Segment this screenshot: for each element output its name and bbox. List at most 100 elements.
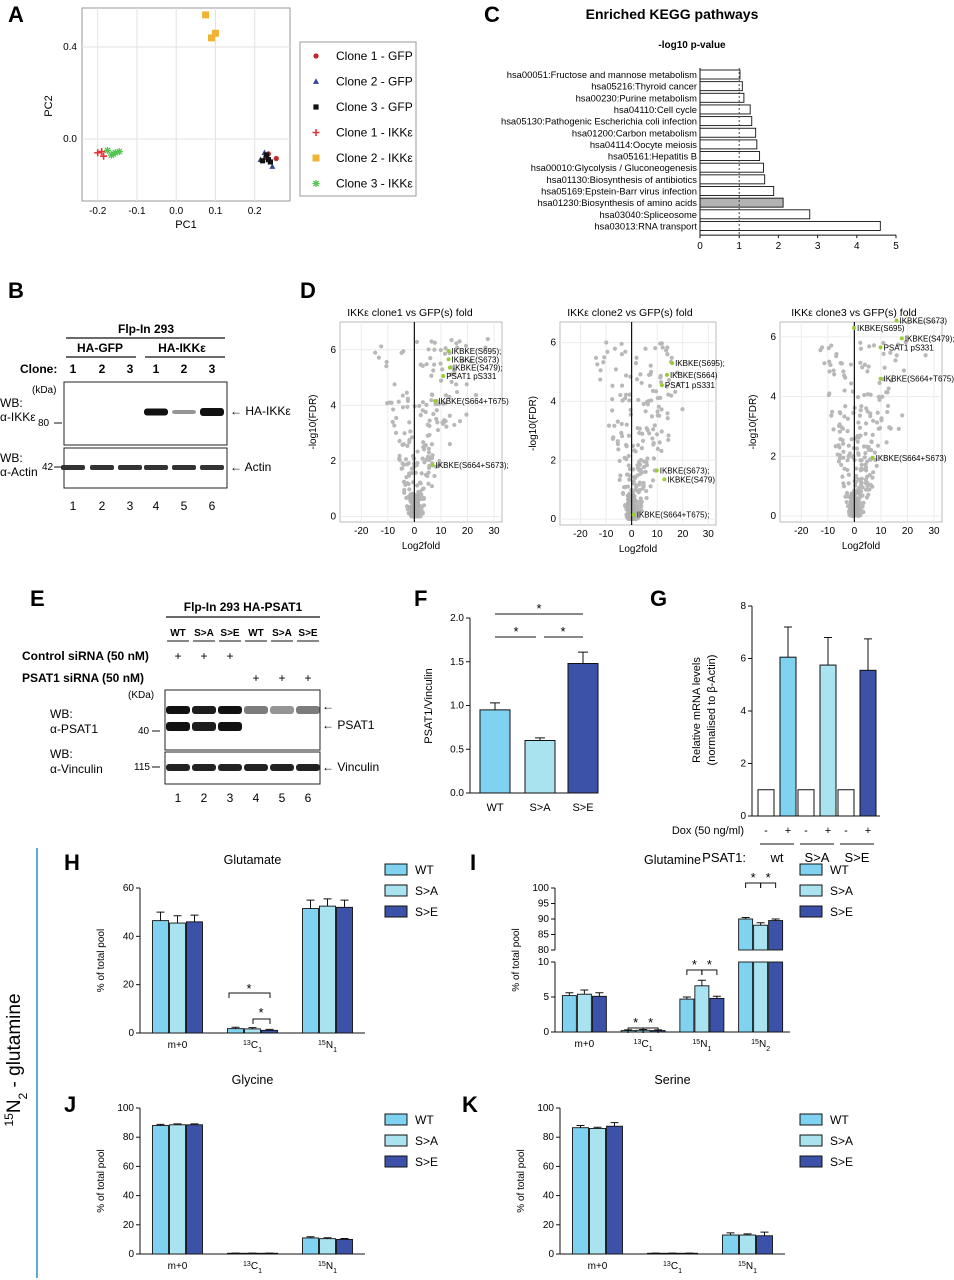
k-bar [739, 1234, 756, 1255]
i-error-bar [565, 992, 574, 996]
f-bar [479, 709, 511, 794]
volcano-point [598, 368, 603, 373]
volcano-point [889, 378, 894, 383]
j-ytick: 100 [117, 1103, 134, 1114]
volcano-point [434, 416, 439, 422]
b-kda: (kDa) [32, 385, 56, 396]
volcano-point [485, 336, 490, 342]
e-lane-number: 6 [305, 791, 312, 805]
volcano-point [856, 420, 861, 425]
legend-swatch [384, 1155, 408, 1168]
b-clone-number: 3 [209, 362, 216, 376]
volcano-point [884, 440, 889, 445]
panel-e-label: E [30, 586, 45, 611]
panel-c-label: C [484, 2, 500, 27]
pca-ytick: 0.0 [63, 134, 77, 145]
k-ytick: 20 [543, 1220, 555, 1231]
volcano-point [822, 361, 827, 366]
volcano-point [882, 365, 887, 370]
b-band-actin [172, 465, 196, 470]
j-bar [169, 1124, 186, 1255]
volcano-point [896, 342, 901, 347]
panel-f-label: F [414, 586, 427, 611]
b-band-ikk [144, 408, 168, 416]
volcano-point [415, 503, 420, 508]
k-xtick: 13C1 [663, 1261, 682, 1275]
legend-label: S>A [415, 1134, 438, 1148]
volcano-point [863, 431, 868, 436]
volcano-point [454, 341, 459, 346]
k-bar [756, 1235, 773, 1255]
b-band1: ← HA-IKKε [230, 404, 291, 418]
volcano-point [440, 421, 446, 426]
volcano-point [598, 377, 603, 382]
c-xtick: 0 [697, 241, 703, 252]
i-ytick: 100 [532, 883, 549, 894]
c-category-label: hsa05130:Pathogenic Escherichia coli inf… [501, 116, 697, 127]
volcano-point-label: PSAT1 pS331 [884, 343, 935, 352]
volcano-point [638, 372, 643, 377]
volcano-xtick: 30 [488, 526, 500, 537]
h-bar [244, 1028, 261, 1034]
i-sig-star: * [692, 957, 697, 972]
pca-legend-marker [312, 129, 320, 136]
volcano-point [669, 355, 674, 360]
volcano-ylabel: -log10(FDR) [528, 396, 539, 451]
volcano-point [418, 413, 423, 418]
b-group-gfp: HA-GFP [77, 341, 123, 355]
h-error-bar [173, 915, 182, 924]
volcano-point [637, 482, 642, 487]
volcano-point-label: IKBKE(S695); [675, 359, 725, 368]
legend-label: S>E [830, 1155, 853, 1169]
legend-label: WT [830, 863, 849, 877]
i-sig-star: * [751, 870, 756, 885]
volcano-xtick: 20 [462, 526, 474, 537]
h-xtick: 13C1 [243, 1040, 262, 1054]
volcano-point [680, 407, 685, 412]
volcano-point [869, 439, 874, 445]
volcano-xlabel: Log2fold [402, 541, 440, 552]
volcano-point [429, 442, 435, 447]
pca-point [269, 163, 276, 169]
volcano-point [923, 353, 928, 358]
h-ytick: 60 [123, 883, 135, 894]
volcano-ytick: 6 [550, 338, 556, 349]
volcano-point [841, 484, 847, 489]
e-plus-ctrl: + [226, 649, 233, 663]
volcano-point [655, 409, 660, 414]
volcano-point [634, 355, 639, 360]
volcano-point [399, 466, 404, 471]
i-bar [709, 997, 725, 1033]
volcano-point [619, 434, 625, 439]
c-bar [699, 104, 751, 115]
volcano-xtick: 10 [435, 526, 447, 537]
volcano-point [858, 468, 863, 473]
i-xtick: 13C1 [634, 1039, 653, 1053]
volcano-point [414, 508, 419, 513]
panel-g-chart: 0 2 4 6 8 - + - + - + Dox (50 ng/ml) PSAT1: wt S>A S>E R… [672, 601, 880, 865]
panel-k-label: K [462, 1092, 478, 1117]
volcano-point [885, 390, 890, 395]
volcano-point [831, 368, 836, 373]
volcano-point [860, 365, 865, 370]
volcano-point [618, 473, 623, 478]
volcano-point [656, 404, 661, 409]
volcano-point [653, 389, 659, 394]
i-title: Glutamine [644, 853, 701, 867]
volcano-point [407, 420, 412, 425]
volcano-point [875, 443, 881, 448]
volcano-ytick: 4 [550, 396, 556, 407]
panel-h-label: H [64, 850, 80, 875]
g-dox-sign: - [764, 825, 768, 837]
f-ytick: 0.0 [450, 788, 464, 799]
volcano-highlight-point [654, 468, 659, 473]
volcano-highlight-point [446, 348, 451, 353]
volcano-point [885, 403, 891, 409]
volcano-point [449, 338, 454, 343]
k-bar [647, 1252, 664, 1255]
volcano-point [457, 419, 463, 424]
volcano-point [379, 344, 384, 349]
volcano-point [870, 432, 875, 437]
volcano-point [669, 393, 674, 398]
pca-legend-marker [313, 53, 319, 59]
